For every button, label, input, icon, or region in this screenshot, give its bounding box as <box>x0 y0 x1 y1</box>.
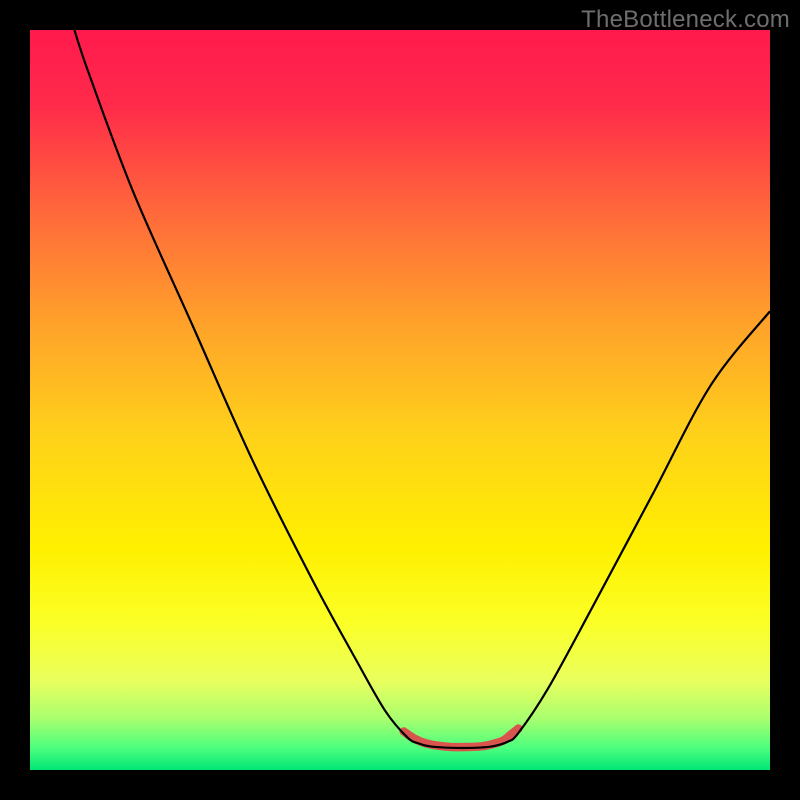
watermark-text: TheBottleneck.com <box>581 6 790 34</box>
plot-background <box>30 30 770 770</box>
figure-root: TheBottleneck.com <box>0 0 800 800</box>
plot-svg <box>0 0 800 800</box>
